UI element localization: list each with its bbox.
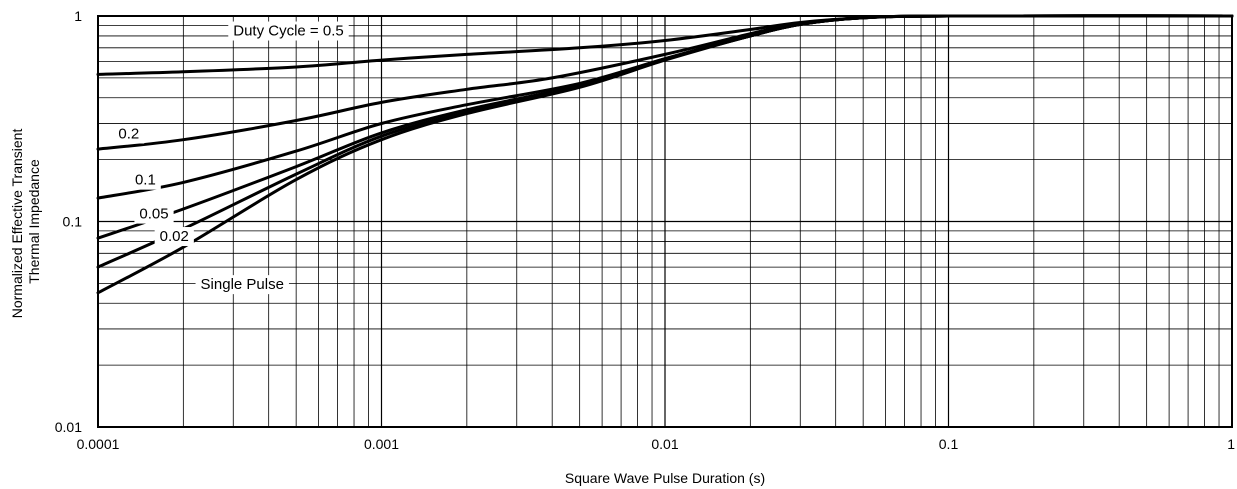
curves (96, 14, 1234, 295)
y-tick-labels: 0.01 0.1 1 (55, 8, 82, 435)
series-label-bg (113, 124, 145, 144)
plot-frame (97, 15, 1233, 428)
series-label-text: Single Pulse (201, 276, 284, 293)
series-label-5: Single Pulse (195, 275, 289, 295)
series-label-bg (195, 275, 289, 295)
x-tick-label: 0.001 (364, 436, 399, 452)
x-tick-label: 1 (1227, 436, 1235, 452)
series-label-bg (154, 227, 194, 247)
series-label-2: 0.1 (129, 170, 161, 190)
series-label-bg (129, 170, 161, 190)
y-axis-title: Normalized Effective Transient Thermal I… (9, 125, 42, 319)
y-axis-title-line-1: Normalized Effective Transient (9, 129, 25, 319)
series-label-bg (134, 204, 174, 224)
grid (97, 15, 1233, 428)
y-axis-title-line-2: Thermal Impedance (26, 159, 42, 284)
series-label-text: 0.1 (135, 172, 156, 189)
series-label-0: Duty Cycle = 0.5 (228, 21, 349, 41)
y-tick-label: 0.01 (55, 419, 82, 435)
series-labels: Duty Cycle = 0.5 0.2 0.1 0.05 0.02 Single Pul… (113, 21, 349, 295)
y-tick-label: 0.1 (63, 214, 83, 230)
series-label-bg (228, 21, 349, 41)
y-tick-label: 1 (74, 8, 82, 24)
series-label-3: 0.05 (134, 204, 174, 224)
series-label-text: 0.2 (118, 125, 139, 142)
x-tick-labels: 0.0001 0.001 0.01 0.1 1 (77, 436, 1236, 452)
x-axis-title: Square Wave Pulse Duration (s) (565, 470, 765, 486)
series-label-4: 0.02 (154, 227, 194, 247)
series-label-1: 0.2 (113, 124, 145, 144)
x-tick-label: 0.1 (939, 436, 959, 452)
series-label-text: 0.05 (139, 206, 168, 223)
series-label-text: Duty Cycle = 0.5 (233, 23, 343, 40)
x-tick-label: 0.0001 (77, 436, 120, 452)
series-line-5 (96, 14, 1234, 295)
series-label-text: 0.02 (160, 228, 189, 245)
x-tick-label: 0.01 (651, 436, 678, 452)
